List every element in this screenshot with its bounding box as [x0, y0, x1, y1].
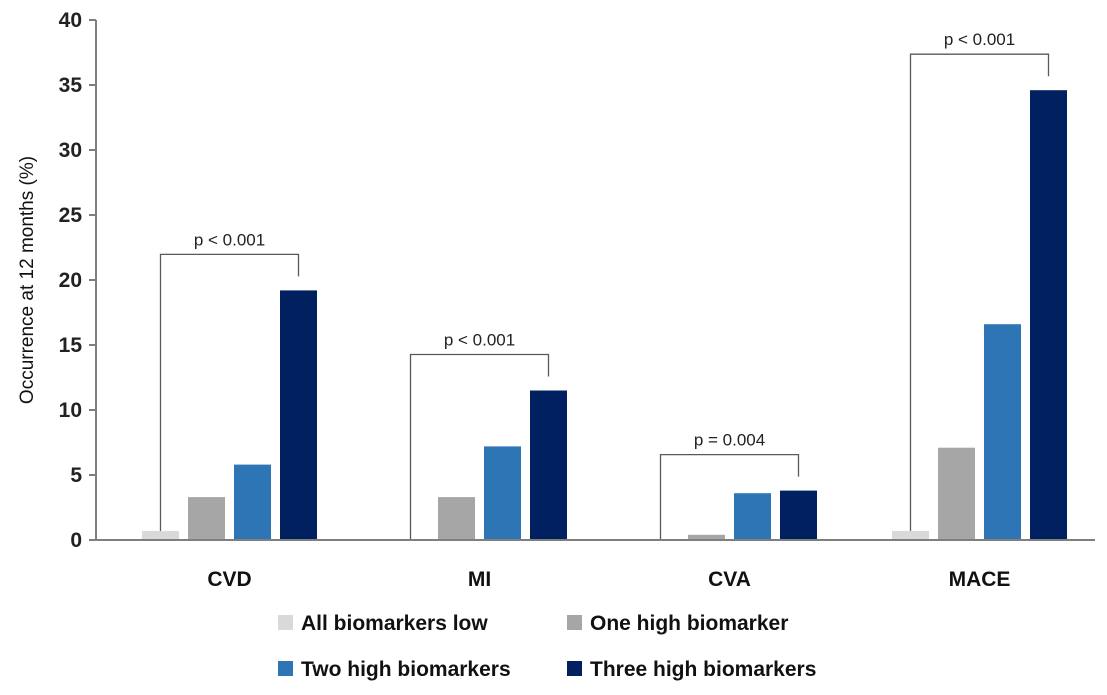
bar-cvd-series-2: [188, 497, 225, 540]
x-axis-categories: CVD MI CVA MACE: [207, 568, 1010, 591]
bar-mace-series-1: [892, 530, 929, 540]
legend-label: One high biomarker: [590, 612, 788, 635]
legend-swatch: [567, 661, 582, 676]
y-tick-label: 15: [59, 334, 83, 357]
y-tick-label: 40: [59, 9, 82, 32]
y-tick-label: 30: [59, 139, 82, 162]
y-tick-label: 35: [59, 74, 83, 97]
legend-swatch: [567, 615, 582, 630]
bar-mi-series-3: [484, 446, 521, 540]
legend: All biomarkers low One high biomarker Two …: [278, 612, 816, 681]
bar-mace-series-2: [938, 447, 975, 540]
p-value-label: p = 0.004: [694, 431, 765, 450]
bar-mace-series-3: [984, 324, 1021, 540]
p-value-label: p < 0.001: [944, 30, 1015, 49]
significance-bracket: [659, 453, 800, 539]
bar-cvd-series-1: [142, 530, 179, 540]
category-label: MACE: [949, 568, 1011, 591]
y-tick-label: 10: [59, 399, 82, 422]
y-tick-label: 20: [59, 269, 82, 292]
bar-cva-series-4: [780, 490, 817, 540]
p-value-label: p < 0.001: [194, 230, 265, 249]
legend-label: Three high biomarkers: [590, 658, 816, 681]
y-tick-label: 5: [70, 464, 82, 487]
legend-swatch: [278, 615, 293, 630]
y-tick-label: 0: [70, 529, 82, 552]
bar-cva-series-3: [734, 493, 771, 540]
bars: [142, 90, 1067, 540]
p-value-label: p < 0.001: [444, 331, 515, 350]
legend-label: All biomarkers low: [301, 612, 488, 635]
bar-cvd-series-3: [234, 464, 271, 540]
significance-brackets: p < 0.001 p < 0.001 p = 0.004 p < 0.001: [159, 30, 1050, 539]
bar-cva-series-2: [688, 534, 725, 540]
category-label: CVA: [708, 568, 751, 591]
significance-bracket: [909, 53, 1050, 539]
y-tick-label: 25: [59, 204, 83, 227]
bar-cvd-series-4: [280, 290, 317, 540]
y-axis: 0 5 10 15 20 25 30 35 40: [59, 9, 97, 552]
category-label: MI: [468, 568, 491, 591]
significance-bracket: [409, 353, 550, 539]
significance-bracket: [159, 253, 300, 539]
legend-label: Two high biomarkers: [301, 658, 511, 681]
category-label: CVD: [207, 568, 251, 591]
legend-swatch: [278, 661, 293, 676]
bar-mi-series-2: [438, 497, 475, 540]
bar-mi-series-4: [530, 390, 567, 540]
y-axis-label: Occurrence at 12 months (%): [17, 156, 38, 404]
bar-mace-series-4: [1030, 90, 1067, 540]
